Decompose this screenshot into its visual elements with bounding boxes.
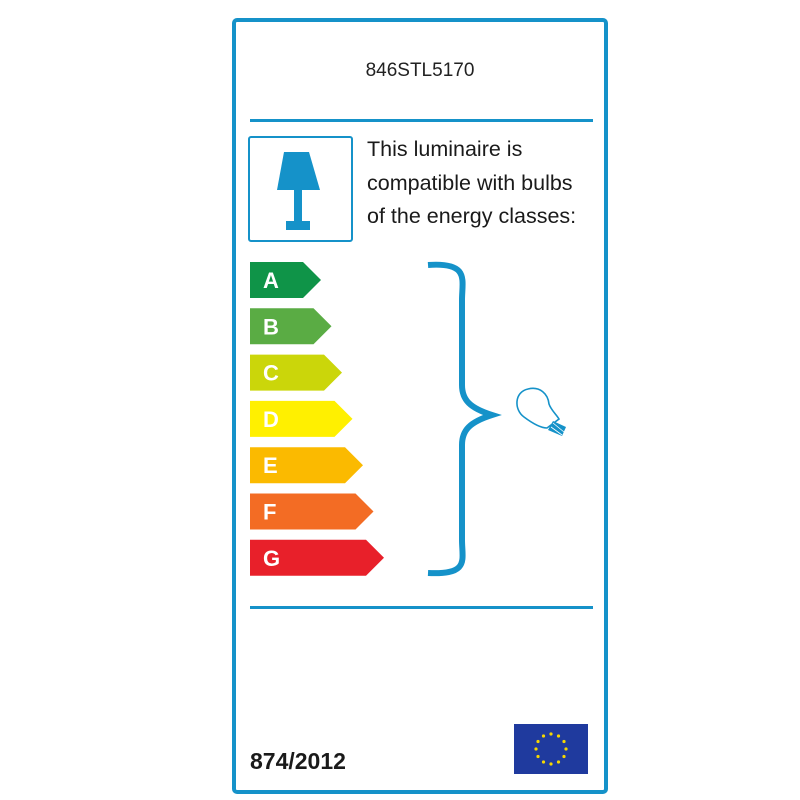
description-line: compatible with bulbs: [367, 170, 573, 195]
lamp-icon-box: [248, 136, 353, 242]
energy-class-arrow: [250, 262, 321, 298]
energy-class-d: D: [250, 400, 353, 437]
compatibility-text: This luminaire is compatible with bulbs …: [367, 133, 576, 234]
flag-star: [549, 762, 553, 766]
flag-star: [556, 760, 561, 764]
energy-class-label: C: [263, 361, 279, 386]
energy-class-label: A: [263, 268, 279, 293]
energy-class-arrow: [250, 354, 342, 391]
flag-star: [536, 754, 540, 759]
energy-class-e: E: [250, 447, 363, 484]
description-line: of the energy classes:: [367, 204, 577, 228]
flag-star: [564, 747, 568, 751]
bottom-divider: [250, 606, 593, 609]
description-line: This luminaire is: [367, 137, 523, 161]
light-bulb-icon: [516, 387, 566, 436]
energy-class-label: F: [263, 500, 276, 525]
energy-class-c: C: [250, 354, 342, 391]
energy-class-arrow: [250, 539, 384, 576]
model-number: 846STL5170: [365, 60, 475, 81]
top-divider: [250, 119, 593, 122]
energy-class-label: B: [263, 314, 279, 339]
energy-class-g: G: [250, 539, 384, 576]
table-lamp-icon: [277, 152, 320, 230]
flag-star: [541, 760, 546, 764]
flag-star: [536, 739, 540, 744]
flag-star: [541, 734, 546, 738]
flag-star: [549, 732, 553, 736]
energy-class-arrow: [250, 400, 353, 437]
flag-star: [556, 734, 561, 738]
energy-class-a: A: [250, 262, 321, 298]
energy-class-arrow: [250, 308, 332, 345]
eu-flag: [514, 724, 588, 774]
energy-class-b: B: [250, 308, 332, 345]
regulation-number: 874/2012: [250, 748, 346, 774]
flag-star: [562, 739, 566, 744]
energy-class-arrow: [250, 493, 374, 530]
flag-star: [534, 747, 538, 751]
curly-brace: [427, 261, 502, 577]
energy-class-label: E: [263, 453, 278, 478]
energy-class-f: F: [250, 493, 374, 530]
energy-class-label: G: [263, 546, 280, 571]
energy-class-arrow: [250, 447, 363, 484]
flag-star: [562, 754, 566, 759]
label-frame: [232, 18, 608, 794]
energy-class-label: D: [263, 407, 279, 432]
